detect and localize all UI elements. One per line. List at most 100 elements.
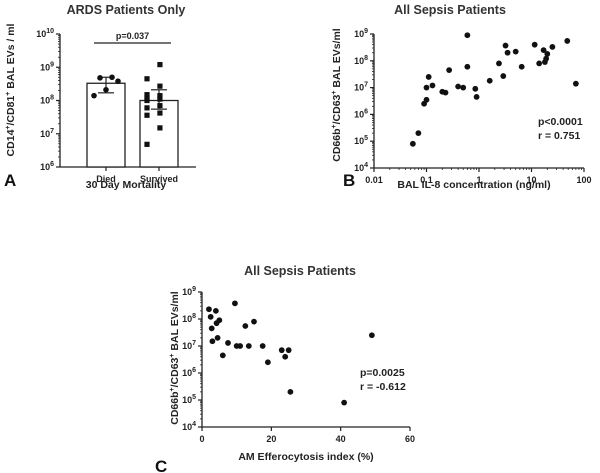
panel-a-point xyxy=(144,92,150,98)
panel-c-title: All Sepsis Patients xyxy=(244,264,356,278)
panel-c-x-tick-label: 0 xyxy=(199,434,204,444)
panel-a-y-tick-label: 1010 xyxy=(36,28,54,39)
panel-b-point xyxy=(473,93,480,100)
panel-a-point xyxy=(157,62,163,68)
panel-c-rvalue: r = -0.612 xyxy=(360,381,406,393)
panel-c-pvalue: p=0.0025 xyxy=(360,367,405,379)
panel-a-letter: A xyxy=(4,171,16,190)
panel-a-point xyxy=(157,96,163,102)
panel-b-y-tick-label: 104 xyxy=(354,162,368,173)
panel-c-letter: C xyxy=(155,457,167,473)
panel-b-y-tick-label: 107 xyxy=(354,82,368,93)
panel-c-point xyxy=(259,343,266,349)
panel-c-point xyxy=(219,352,226,359)
panel-a-point xyxy=(109,74,115,81)
panel-c-point xyxy=(207,313,214,320)
panel-c-point xyxy=(278,347,285,354)
panel-a-point xyxy=(144,95,150,101)
panel-b-x-tick-label: 0.1 xyxy=(420,175,433,185)
panel-b-y-tick-label: 109 xyxy=(354,28,368,39)
panel-c-y-tick-label: 106 xyxy=(182,367,196,378)
panel-b-point xyxy=(540,47,547,54)
panel-a-y-tick-label: 109 xyxy=(40,61,54,72)
panel-a-point xyxy=(157,110,163,116)
panel-a-title: ARDS Patients Only xyxy=(67,3,186,17)
panel-a-x-tick-label: Died xyxy=(96,174,116,184)
panel-c-y-tick-label: 107 xyxy=(182,340,196,351)
panel-b-point xyxy=(423,96,430,103)
panel-c-point xyxy=(216,317,223,324)
panel-c-xlabel: AM Efferocytosis index (%) xyxy=(238,451,373,463)
panel-c-point xyxy=(208,325,215,332)
panel-b-point xyxy=(409,140,416,147)
panel-b-point xyxy=(502,42,509,49)
panel-a-point xyxy=(144,112,150,118)
panel-b-point xyxy=(464,32,471,39)
panel-c-point xyxy=(209,338,216,345)
panel-c-point xyxy=(285,347,292,354)
panel-b-point xyxy=(415,130,422,137)
panel-c-point xyxy=(232,300,238,307)
panel-b-point xyxy=(518,63,525,70)
panel-b-point xyxy=(423,84,430,91)
panel-c-point xyxy=(242,323,249,329)
panel-c-x-tick-label: 20 xyxy=(266,434,276,444)
panel-b-point xyxy=(429,82,436,89)
panel-c-x-tick-label: 40 xyxy=(336,434,346,444)
panel-b-point xyxy=(543,55,550,62)
panel-c-point xyxy=(341,399,348,406)
panel-c-point xyxy=(251,318,257,325)
panel-b-point xyxy=(512,48,519,55)
panel-b-point xyxy=(442,89,449,96)
panel-a-y-tick-label: 108 xyxy=(40,95,54,106)
panel-b-point xyxy=(504,49,511,56)
panel-b-point xyxy=(536,60,543,67)
panel-b-point xyxy=(455,83,462,90)
panel-a-x-tick-label: Survived xyxy=(140,174,178,184)
panel-c-point xyxy=(368,332,375,339)
panel-b-point xyxy=(460,84,467,91)
panel-b-y-tick-label: 105 xyxy=(354,135,368,146)
panel-c-point xyxy=(245,343,252,349)
panel-a-point xyxy=(144,105,150,111)
panel-a-point xyxy=(91,92,97,99)
panel-b-point xyxy=(572,80,579,87)
panel-a-ylabel: CD14+/CD81+ BAL EVs / ml xyxy=(5,23,17,156)
panel-b-y-tick-label: 106 xyxy=(354,108,368,119)
panel-a-point xyxy=(157,83,163,89)
panel-c: All Sepsis Patients CD66b+/CD63+ BAL EVs… xyxy=(155,264,415,473)
panel-b-point xyxy=(464,63,471,70)
panel-b-point xyxy=(472,85,479,92)
panel-a-significance-label: p=0.037 xyxy=(116,31,149,41)
panel-c-y-tick-label: 109 xyxy=(182,286,196,297)
panel-b-pvalue: p<0.0001 xyxy=(538,116,583,128)
panel-b-x-tick-label: 10 xyxy=(526,175,536,185)
panel-b-rvalue: r = 0.751 xyxy=(538,130,580,142)
panel-a-point xyxy=(157,93,163,99)
panel-b: All Sepsis Patients CD66b+/CD63+ BAL EVs… xyxy=(331,3,592,191)
panel-b-point xyxy=(486,77,493,84)
panel-b-point xyxy=(531,41,538,48)
panel-a-point xyxy=(97,75,103,81)
panel-b-point xyxy=(500,73,507,79)
panel-b-ylabel: CD66b+/CD63+ BAL EVs/ml xyxy=(331,28,343,162)
panel-b-point xyxy=(496,60,502,67)
panel-c-y-tick-label: 104 xyxy=(182,421,196,432)
panel-c-y-tick-label: 108 xyxy=(182,313,196,324)
panel-a-point xyxy=(144,76,150,82)
panel-c-y-tick-label: 105 xyxy=(182,394,196,405)
panel-a-y-tick-label: 107 xyxy=(40,128,54,139)
panel-a-point xyxy=(103,86,109,93)
panel-b-point xyxy=(446,67,453,73)
panel-b-y-tick-label: 108 xyxy=(354,55,368,66)
panel-a-point xyxy=(157,125,163,131)
panel-a-point xyxy=(144,141,150,147)
panel-b-letter: B xyxy=(343,171,355,190)
panel-a-y-tick-label: 106 xyxy=(40,161,54,172)
panel-c-point xyxy=(206,306,212,313)
panel-a-xlabel: 30 Day Mortality xyxy=(86,179,167,191)
panel-b-point xyxy=(564,38,571,44)
panel-b-title: All Sepsis Patients xyxy=(394,3,506,17)
panel-a-point xyxy=(115,78,121,85)
